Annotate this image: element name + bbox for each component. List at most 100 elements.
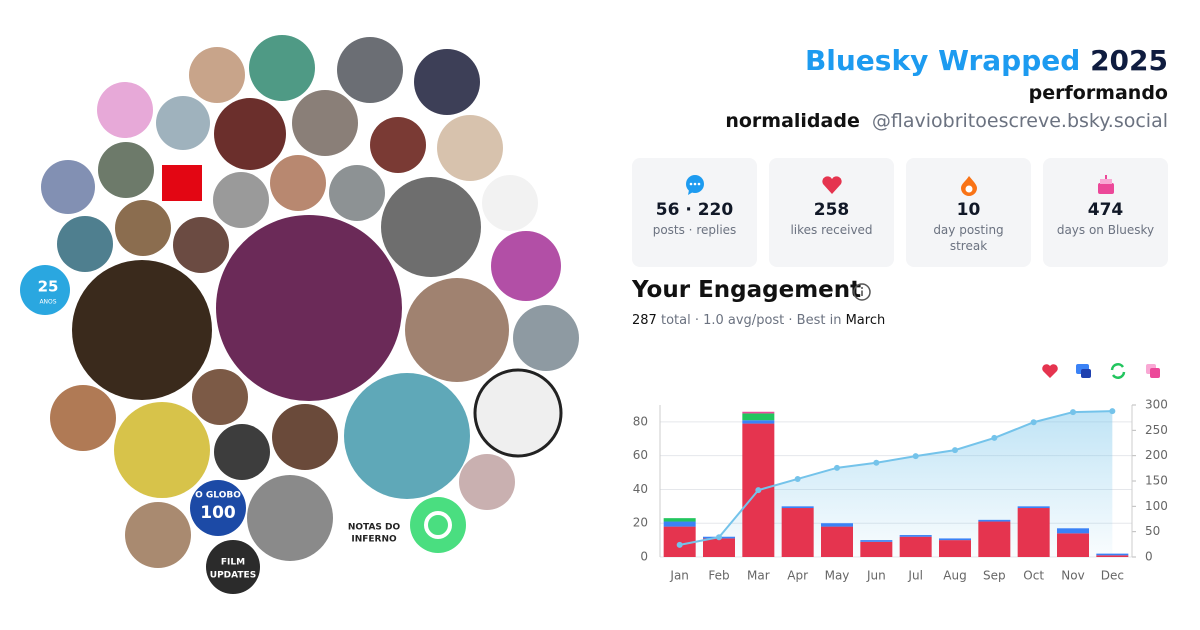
area-point: [794, 475, 801, 482]
bar-segment: [1057, 528, 1089, 534]
bar-segment: [821, 523, 853, 527]
title: Bluesky Wrapped 2025: [805, 44, 1168, 77]
avatar-label: 100: [200, 503, 236, 523]
stat-value: 10: [956, 200, 981, 220]
handle[interactable]: @flaviobritoescreve.bsky.social: [871, 110, 1168, 132]
x-tick-label: Dec: [1101, 569, 1124, 583]
identity: normalidade @flaviobritoescreve.bsky.soc…: [725, 110, 1168, 132]
avatar-label: 25: [38, 278, 59, 296]
bar-segment: [860, 540, 893, 542]
stat-value: 56 · 220: [655, 200, 734, 220]
area-line: [679, 410, 1113, 546]
bar-segment: [1096, 553, 1129, 556]
area-point: [991, 434, 998, 441]
y-tick-label: 20: [633, 516, 648, 530]
legend-likes[interactable]: [1042, 364, 1058, 378]
stat-label: likes received: [790, 223, 873, 237]
stat-value: 474: [1087, 200, 1124, 220]
y2-tick-label: 200: [1145, 448, 1168, 462]
engagement-chart: 0 20 40 60 80 0 50 100 150 200 250 300 Jan Feb Mar Apr M…: [633, 363, 1168, 583]
avatars: [20, 35, 579, 594]
bar-segment: [781, 506, 814, 509]
bar-segment: [781, 508, 814, 557]
x-tick-label: Aug: [943, 569, 966, 583]
bar-segment: [663, 521, 696, 527]
y-tick-label: 60: [633, 448, 648, 462]
x-tick-label: May: [825, 569, 850, 583]
year: 2025: [1090, 44, 1168, 77]
bar-segment: [1017, 508, 1050, 557]
x-tick-label: Nov: [1061, 569, 1084, 583]
bar-segment: [703, 538, 735, 557]
y2-tick-label: 250: [1145, 423, 1168, 437]
icon: [686, 175, 704, 195]
bar-segment: [939, 540, 971, 557]
area-point: [834, 464, 840, 471]
bar-segment: [1096, 555, 1129, 557]
summary: 287 total · 1.0 avg/post · Best in March: [632, 313, 885, 328]
bar-segment: [899, 535, 932, 537]
display-name: normalidade: [725, 110, 860, 132]
section-title: Your Engagement: [632, 277, 862, 303]
icon: [1098, 175, 1114, 194]
x-tick-label: Apr: [787, 569, 808, 583]
brand: Bluesky Wrapped: [804, 44, 1081, 77]
avatar-label: O GLOBO: [195, 491, 241, 501]
bar-segment: [742, 411, 775, 414]
stat-value: 258: [813, 200, 850, 220]
bar-segment: [1017, 506, 1050, 509]
stat-card: 56 · 220 posts · replies: [632, 158, 757, 267]
stat-label: day posting streak: [933, 223, 1004, 253]
avatar-label: NOTAS DO: [348, 523, 401, 533]
y2-tick-label: 150: [1145, 474, 1168, 488]
stat-label: days on Bluesky: [1056, 223, 1155, 237]
summary-text: total · 1.0 avg/post · Best in: [660, 313, 842, 328]
stat-card: 258 likes received: [769, 158, 894, 267]
bar-segment: [978, 519, 1011, 522]
stat-card: 474 days on Bluesky: [1043, 158, 1168, 267]
stat-card: 10 day posting streak: [906, 158, 1031, 267]
total: 287: [632, 313, 657, 328]
avatar-label: INFERNO: [351, 535, 397, 545]
bar-segment: [663, 518, 696, 522]
area-point: [716, 534, 722, 541]
legend: [1042, 363, 1160, 379]
area-point: [755, 487, 762, 494]
area-point: [1070, 409, 1076, 416]
x-tick-label: Jan: [669, 569, 689, 583]
y-tick-label: 40: [633, 482, 648, 496]
x-tick-label: Jul: [907, 569, 922, 583]
area-point: [1109, 408, 1116, 415]
bar-segment: [978, 521, 1011, 557]
stat-label: posts · replies: [652, 223, 737, 237]
bar-segment: [860, 541, 893, 557]
info-icon[interactable]: [852, 282, 872, 302]
y-tick-label: 80: [633, 414, 648, 428]
area-point: [676, 541, 683, 548]
area-point: [952, 447, 958, 454]
x-tick-label: Mar: [747, 569, 770, 583]
y2-tick-label: 100: [1145, 499, 1168, 513]
x-tick-label: Oct: [1023, 569, 1044, 583]
avatar-label: FILM: [221, 558, 245, 568]
subtitle: performando: [1028, 82, 1168, 104]
bar-segment: [899, 536, 932, 557]
bar-segment: [939, 538, 971, 541]
best-month: March: [845, 313, 886, 328]
avatar-label: UPDATES: [210, 571, 256, 581]
x-tick-label: Sep: [983, 569, 1006, 583]
y2-tick-label: 50: [1145, 524, 1160, 538]
legend-reposts[interactable]: [1110, 363, 1126, 379]
bar-segment: [742, 413, 775, 421]
area-point: [912, 453, 919, 460]
avatar-cloud: 25 ANOS O GLOBO 100 NOTAS DO INFERNO FIL…: [20, 35, 579, 594]
avatar-label: ANOS: [39, 299, 56, 306]
bar-segment: [742, 420, 775, 424]
x-tick-label: Feb: [708, 569, 729, 583]
area-point: [873, 459, 880, 466]
x-tick-label: Jun: [866, 569, 886, 583]
y-tick-label: 0: [640, 550, 648, 564]
icon: [961, 176, 977, 196]
bar-segment: [821, 526, 853, 557]
